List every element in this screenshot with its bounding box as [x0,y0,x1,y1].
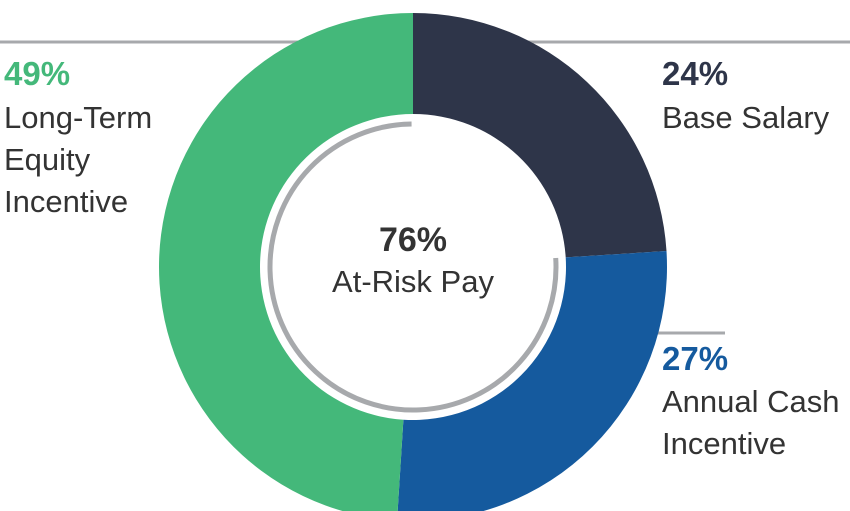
center-label: At-Risk Pay [332,264,494,299]
legend-label-base-salary: Base Salary [662,100,830,135]
slice-base-salary [413,13,667,258]
slice-annual-cash-incentive [397,251,667,511]
data-label-base-salary-percent: 24% [662,55,728,92]
legend-label-long-term-equity-line1: Long-Term [4,100,152,135]
at-risk-inner-ring [267,121,559,413]
legend-label-annual-cash-line2: Incentive [662,426,786,461]
donut-slices [159,13,667,511]
slice-long-term-equity-incentive [159,13,413,511]
data-label-long-term-equity-percent: 49% [4,55,70,92]
legend-label-long-term-equity-line3: Incentive [4,184,128,219]
center-percentage: 76% [379,221,447,259]
legend-label-long-term-equity-line2: Equity [4,142,91,177]
data-label-annual-cash-percent: 27% [662,340,728,377]
legend-label-annual-cash-line1: Annual Cash [662,384,840,419]
